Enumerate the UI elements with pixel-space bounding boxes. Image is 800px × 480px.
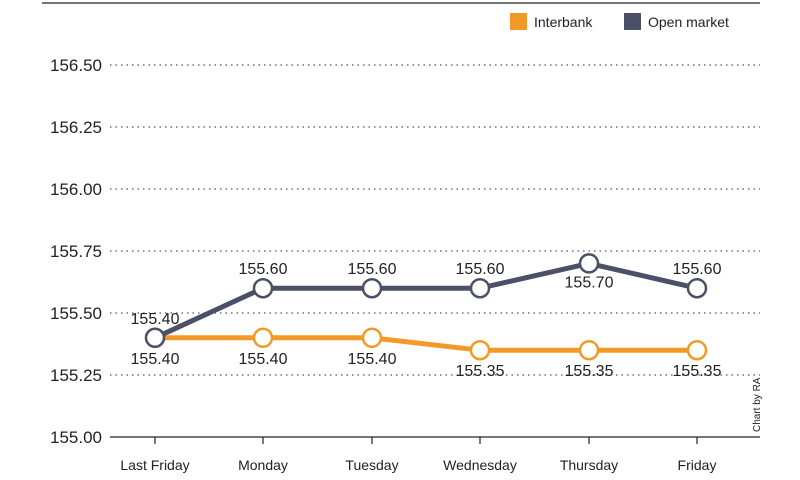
x-tick-label: Wednesday — [443, 457, 517, 473]
data-label: 155.60 — [348, 261, 397, 278]
series-interbank — [144, 327, 708, 361]
data-point — [578, 339, 600, 361]
data-label: 155.60 — [239, 261, 288, 278]
x-tick-label: Thursday — [560, 457, 618, 473]
grid-lines — [42, 2, 760, 376]
series-open-market — [144, 253, 708, 349]
y-tick-label: 155.75 — [50, 242, 102, 261]
data-point — [578, 253, 600, 274]
data-label: 155.60 — [456, 261, 505, 278]
data-point — [252, 277, 274, 299]
chart-credit: Chart by RA — [752, 377, 763, 432]
data-label: 155.70 — [565, 274, 614, 291]
series-line — [155, 335, 697, 353]
legend-swatch — [624, 13, 641, 30]
data-point — [361, 277, 383, 299]
data-label: 155.40 — [131, 311, 180, 328]
x-axis: Last Friday Monday Tuesday Wednesday Thursda… — [110, 436, 760, 473]
data-point — [469, 339, 491, 361]
data-label: 155.35 — [673, 363, 722, 380]
data-label: 155.60 — [673, 261, 722, 278]
legend: Interbank Open market — [510, 13, 729, 30]
x-tick-label: Tuesday — [345, 457, 398, 473]
y-tick-label: 155.25 — [50, 366, 102, 385]
data-label: 155.35 — [456, 363, 505, 380]
legend-label: Open market — [648, 14, 729, 30]
x-tick-label: Monday — [238, 457, 288, 473]
data-labels: 155.40 155.40 155.40 155.35 155.35 155.35 155.… — [131, 261, 722, 380]
data-label: 155.40 — [131, 351, 180, 368]
legend-swatch — [510, 13, 527, 30]
data-point — [686, 277, 708, 299]
data-label: 155.35 — [565, 363, 614, 380]
x-tick-label: Friday — [678, 457, 717, 473]
data-point — [252, 327, 274, 349]
series-line — [153, 260, 698, 341]
data-point — [686, 339, 708, 361]
y-axis: 155.00 155.25 155.50 155.75 156.00 156.25 156.… — [50, 56, 102, 447]
data-point — [144, 327, 166, 349]
legend-label: Interbank — [534, 14, 593, 30]
series-layer — [144, 253, 708, 361]
y-tick-label: 156.25 — [50, 118, 102, 137]
data-label: 155.40 — [239, 351, 288, 368]
y-tick-label: 155.50 — [50, 304, 102, 323]
y-tick-label: 156.00 — [50, 180, 102, 199]
y-tick-label: 155.00 — [50, 428, 102, 447]
data-point — [361, 327, 383, 349]
x-tick-label: Last Friday — [120, 457, 189, 473]
data-label: 155.40 — [348, 351, 397, 368]
data-point — [469, 277, 491, 299]
y-tick-label: 156.50 — [50, 56, 102, 75]
